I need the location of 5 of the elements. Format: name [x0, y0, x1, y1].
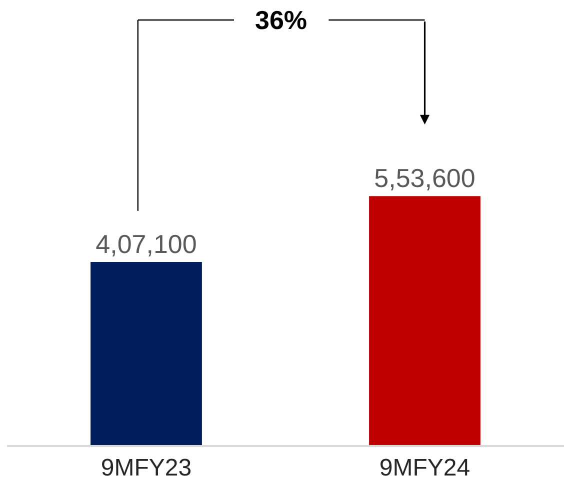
- x-tick-label: 9MFY23: [100, 454, 192, 482]
- annotation: 36%: [255, 5, 308, 35]
- x-tick-label: 9MFY24: [379, 454, 470, 482]
- data-label: 5,53,600: [374, 163, 476, 194]
- data-label: 4,07,100: [96, 229, 197, 260]
